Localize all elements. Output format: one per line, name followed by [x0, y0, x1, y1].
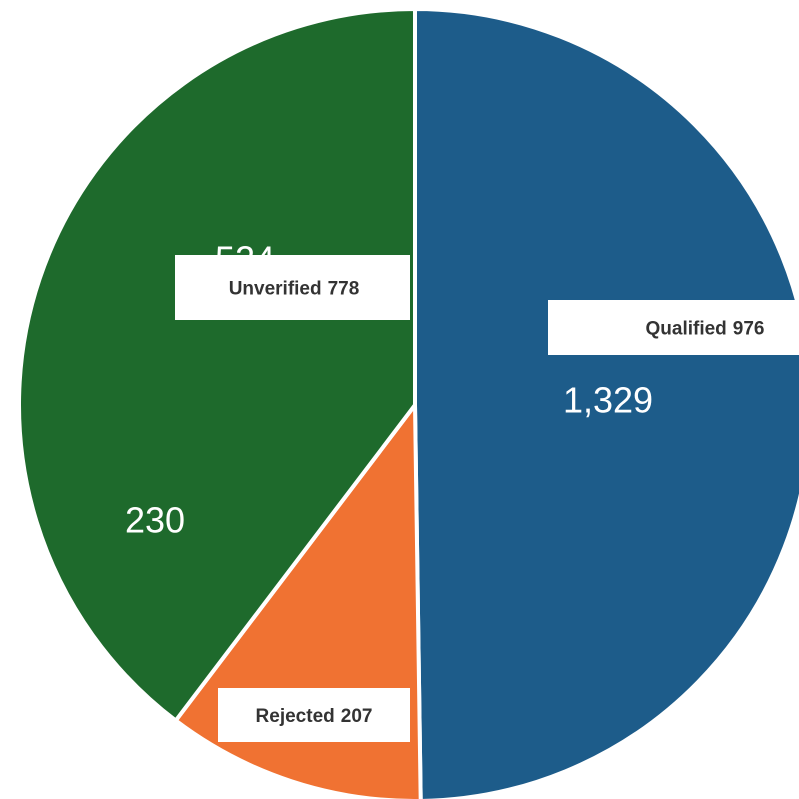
data-label: Qualified 976 [646, 319, 765, 340]
label-value: 976 [733, 319, 765, 340]
annotation: 1,329 [563, 380, 653, 421]
label-box [548, 300, 799, 355]
data-label: Rejected 207 [256, 706, 373, 727]
label-name: Unverified [229, 279, 322, 300]
annotation: 230 [125, 500, 185, 541]
label-name: Rejected [256, 706, 335, 727]
data-label: Unverified 778 [229, 279, 360, 300]
pie-slice [17, 6, 417, 724]
label-box [218, 688, 410, 742]
pie-slice [413, 6, 799, 799]
label-value: 207 [341, 706, 373, 727]
label-value: 778 [328, 279, 360, 300]
label-name: Qualified [646, 319, 727, 340]
label-box [175, 255, 410, 320]
